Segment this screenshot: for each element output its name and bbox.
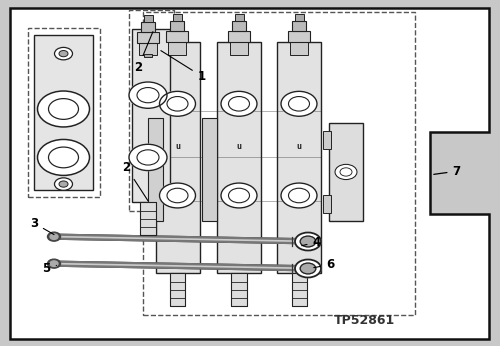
Circle shape bbox=[48, 232, 60, 241]
Circle shape bbox=[129, 82, 167, 108]
Bar bbox=[140, 202, 156, 235]
Circle shape bbox=[160, 183, 196, 208]
Circle shape bbox=[54, 178, 72, 190]
Bar bbox=[329, 123, 363, 221]
Bar bbox=[141, 22, 155, 32]
Bar bbox=[232, 21, 246, 31]
Bar bbox=[139, 42, 157, 55]
Text: 6: 6 bbox=[314, 258, 334, 271]
Bar bbox=[166, 31, 188, 42]
Circle shape bbox=[335, 164, 357, 180]
Bar bbox=[292, 273, 306, 306]
Circle shape bbox=[160, 91, 196, 116]
Bar bbox=[217, 42, 261, 273]
Circle shape bbox=[59, 181, 68, 187]
Bar bbox=[230, 42, 248, 55]
Circle shape bbox=[48, 259, 60, 268]
Bar bbox=[168, 42, 186, 55]
Circle shape bbox=[281, 183, 317, 208]
Bar bbox=[170, 21, 184, 31]
Text: 1: 1 bbox=[161, 51, 206, 83]
Bar bbox=[234, 14, 244, 21]
Bar bbox=[144, 54, 152, 57]
Bar bbox=[173, 14, 182, 21]
Bar bbox=[148, 118, 162, 221]
Circle shape bbox=[300, 236, 316, 247]
Circle shape bbox=[221, 91, 257, 116]
Bar bbox=[277, 42, 321, 273]
Text: u: u bbox=[236, 142, 242, 151]
Text: u: u bbox=[175, 142, 180, 151]
Circle shape bbox=[50, 261, 58, 266]
Circle shape bbox=[129, 144, 167, 171]
Text: 2: 2 bbox=[134, 31, 153, 74]
Circle shape bbox=[295, 233, 321, 251]
Bar bbox=[170, 273, 185, 306]
Bar bbox=[34, 35, 93, 190]
Bar bbox=[156, 42, 200, 273]
Circle shape bbox=[300, 263, 316, 274]
Bar bbox=[228, 31, 250, 42]
Bar bbox=[144, 15, 152, 22]
Bar bbox=[142, 12, 415, 315]
Bar bbox=[137, 32, 159, 43]
Bar bbox=[290, 42, 308, 55]
Bar bbox=[232, 273, 246, 306]
Bar bbox=[132, 29, 170, 202]
Text: 5: 5 bbox=[42, 262, 56, 275]
Circle shape bbox=[38, 139, 90, 175]
Circle shape bbox=[50, 234, 58, 239]
Bar bbox=[129, 10, 174, 211]
Text: u: u bbox=[296, 142, 302, 151]
Circle shape bbox=[295, 260, 321, 277]
Bar bbox=[288, 31, 310, 42]
Circle shape bbox=[54, 47, 72, 60]
Circle shape bbox=[221, 183, 257, 208]
Bar bbox=[28, 28, 100, 197]
Circle shape bbox=[59, 51, 68, 57]
Bar bbox=[294, 14, 304, 21]
Bar bbox=[202, 118, 218, 221]
Bar bbox=[323, 131, 331, 149]
Text: 3: 3 bbox=[30, 217, 54, 235]
Circle shape bbox=[38, 91, 90, 127]
Text: 4: 4 bbox=[302, 236, 321, 249]
Bar bbox=[323, 195, 331, 213]
Text: TP52861: TP52861 bbox=[334, 313, 396, 327]
Bar bbox=[292, 21, 306, 31]
Text: 7: 7 bbox=[434, 165, 460, 178]
Text: 2: 2 bbox=[122, 161, 148, 201]
Polygon shape bbox=[10, 8, 489, 339]
Circle shape bbox=[281, 91, 317, 116]
